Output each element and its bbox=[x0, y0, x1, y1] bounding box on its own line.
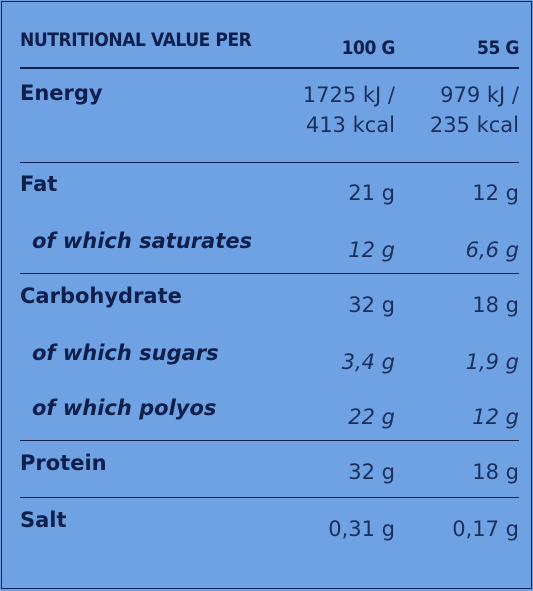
header-per-100g: 100 G bbox=[341, 37, 396, 59]
row-sugars: of which sugars 3,4 g 1,9 g bbox=[20, 330, 519, 385]
row-fat: Fat 21 g 12 g bbox=[20, 163, 519, 219]
saturates-100g-value: 12 g bbox=[348, 238, 395, 262]
protein-100g-value: 32 g bbox=[348, 460, 395, 484]
sugars-55g-value: 1,9 g bbox=[465, 350, 519, 374]
row-protein: Protein 32 g 18 g bbox=[20, 441, 519, 498]
polyos-100g-value: 22 g bbox=[348, 405, 395, 429]
polyos-label: of which polyos bbox=[32, 396, 217, 420]
carbohydrate-100g-value: 32 g bbox=[348, 293, 395, 317]
row-salt: Salt 0,31 g 0,17 g bbox=[20, 498, 519, 555]
nutrition-table: NUTRITIONAL VALUE PER 100 G 55 G Energy … bbox=[20, 2, 519, 554]
polyos-55g-value: 12 g bbox=[472, 405, 519, 429]
salt-100g-value: 0,31 g bbox=[328, 517, 395, 541]
carbohydrate-55g-value: 18 g bbox=[472, 293, 519, 317]
row-carbohydrate: Carbohydrate 32 g 18 g bbox=[20, 274, 519, 331]
fat-100g-value: 21 g bbox=[348, 181, 395, 205]
energy-55g-kj: 979 kJ / bbox=[440, 83, 519, 107]
protein-label: Protein bbox=[20, 451, 107, 475]
saturates-label: of which saturates bbox=[32, 229, 253, 253]
carbohydrate-label: Carbohydrate bbox=[20, 284, 182, 308]
protein-55g-value: 18 g bbox=[472, 460, 519, 484]
row-polyos: of which polyos 22 g 12 g bbox=[20, 385, 519, 441]
energy-55g-value: 979 kJ / 235 kcal bbox=[395, 68, 519, 163]
fat-label: Fat bbox=[20, 172, 58, 196]
salt-55g-value: 0,17 g bbox=[452, 517, 519, 541]
energy-100g-kj: 1725 kJ / bbox=[302, 83, 395, 107]
header-nutritional-value-per: NUTRITIONAL VALUE PER bbox=[20, 29, 252, 51]
row-saturates: of which saturates 12 g 6,6 g bbox=[20, 218, 519, 274]
header-per-55g: 55 G bbox=[477, 37, 519, 59]
sugars-label: of which sugars bbox=[32, 341, 219, 365]
saturates-55g-value: 6,6 g bbox=[465, 238, 519, 262]
energy-100g-kcal: 413 kcal bbox=[305, 113, 395, 137]
row-energy: Energy 1725 kJ / 413 kcal 979 kJ / 235 k… bbox=[20, 68, 519, 163]
salt-label: Salt bbox=[20, 508, 67, 532]
energy-label: Energy bbox=[20, 81, 103, 105]
energy-55g-kcal: 235 kcal bbox=[429, 113, 519, 137]
sugars-100g-value: 3,4 g bbox=[341, 350, 395, 374]
fat-55g-value: 12 g bbox=[472, 181, 519, 205]
table-header-row: NUTRITIONAL VALUE PER 100 G 55 G bbox=[20, 2, 519, 68]
energy-100g-value: 1725 kJ / 413 kcal bbox=[280, 68, 395, 163]
